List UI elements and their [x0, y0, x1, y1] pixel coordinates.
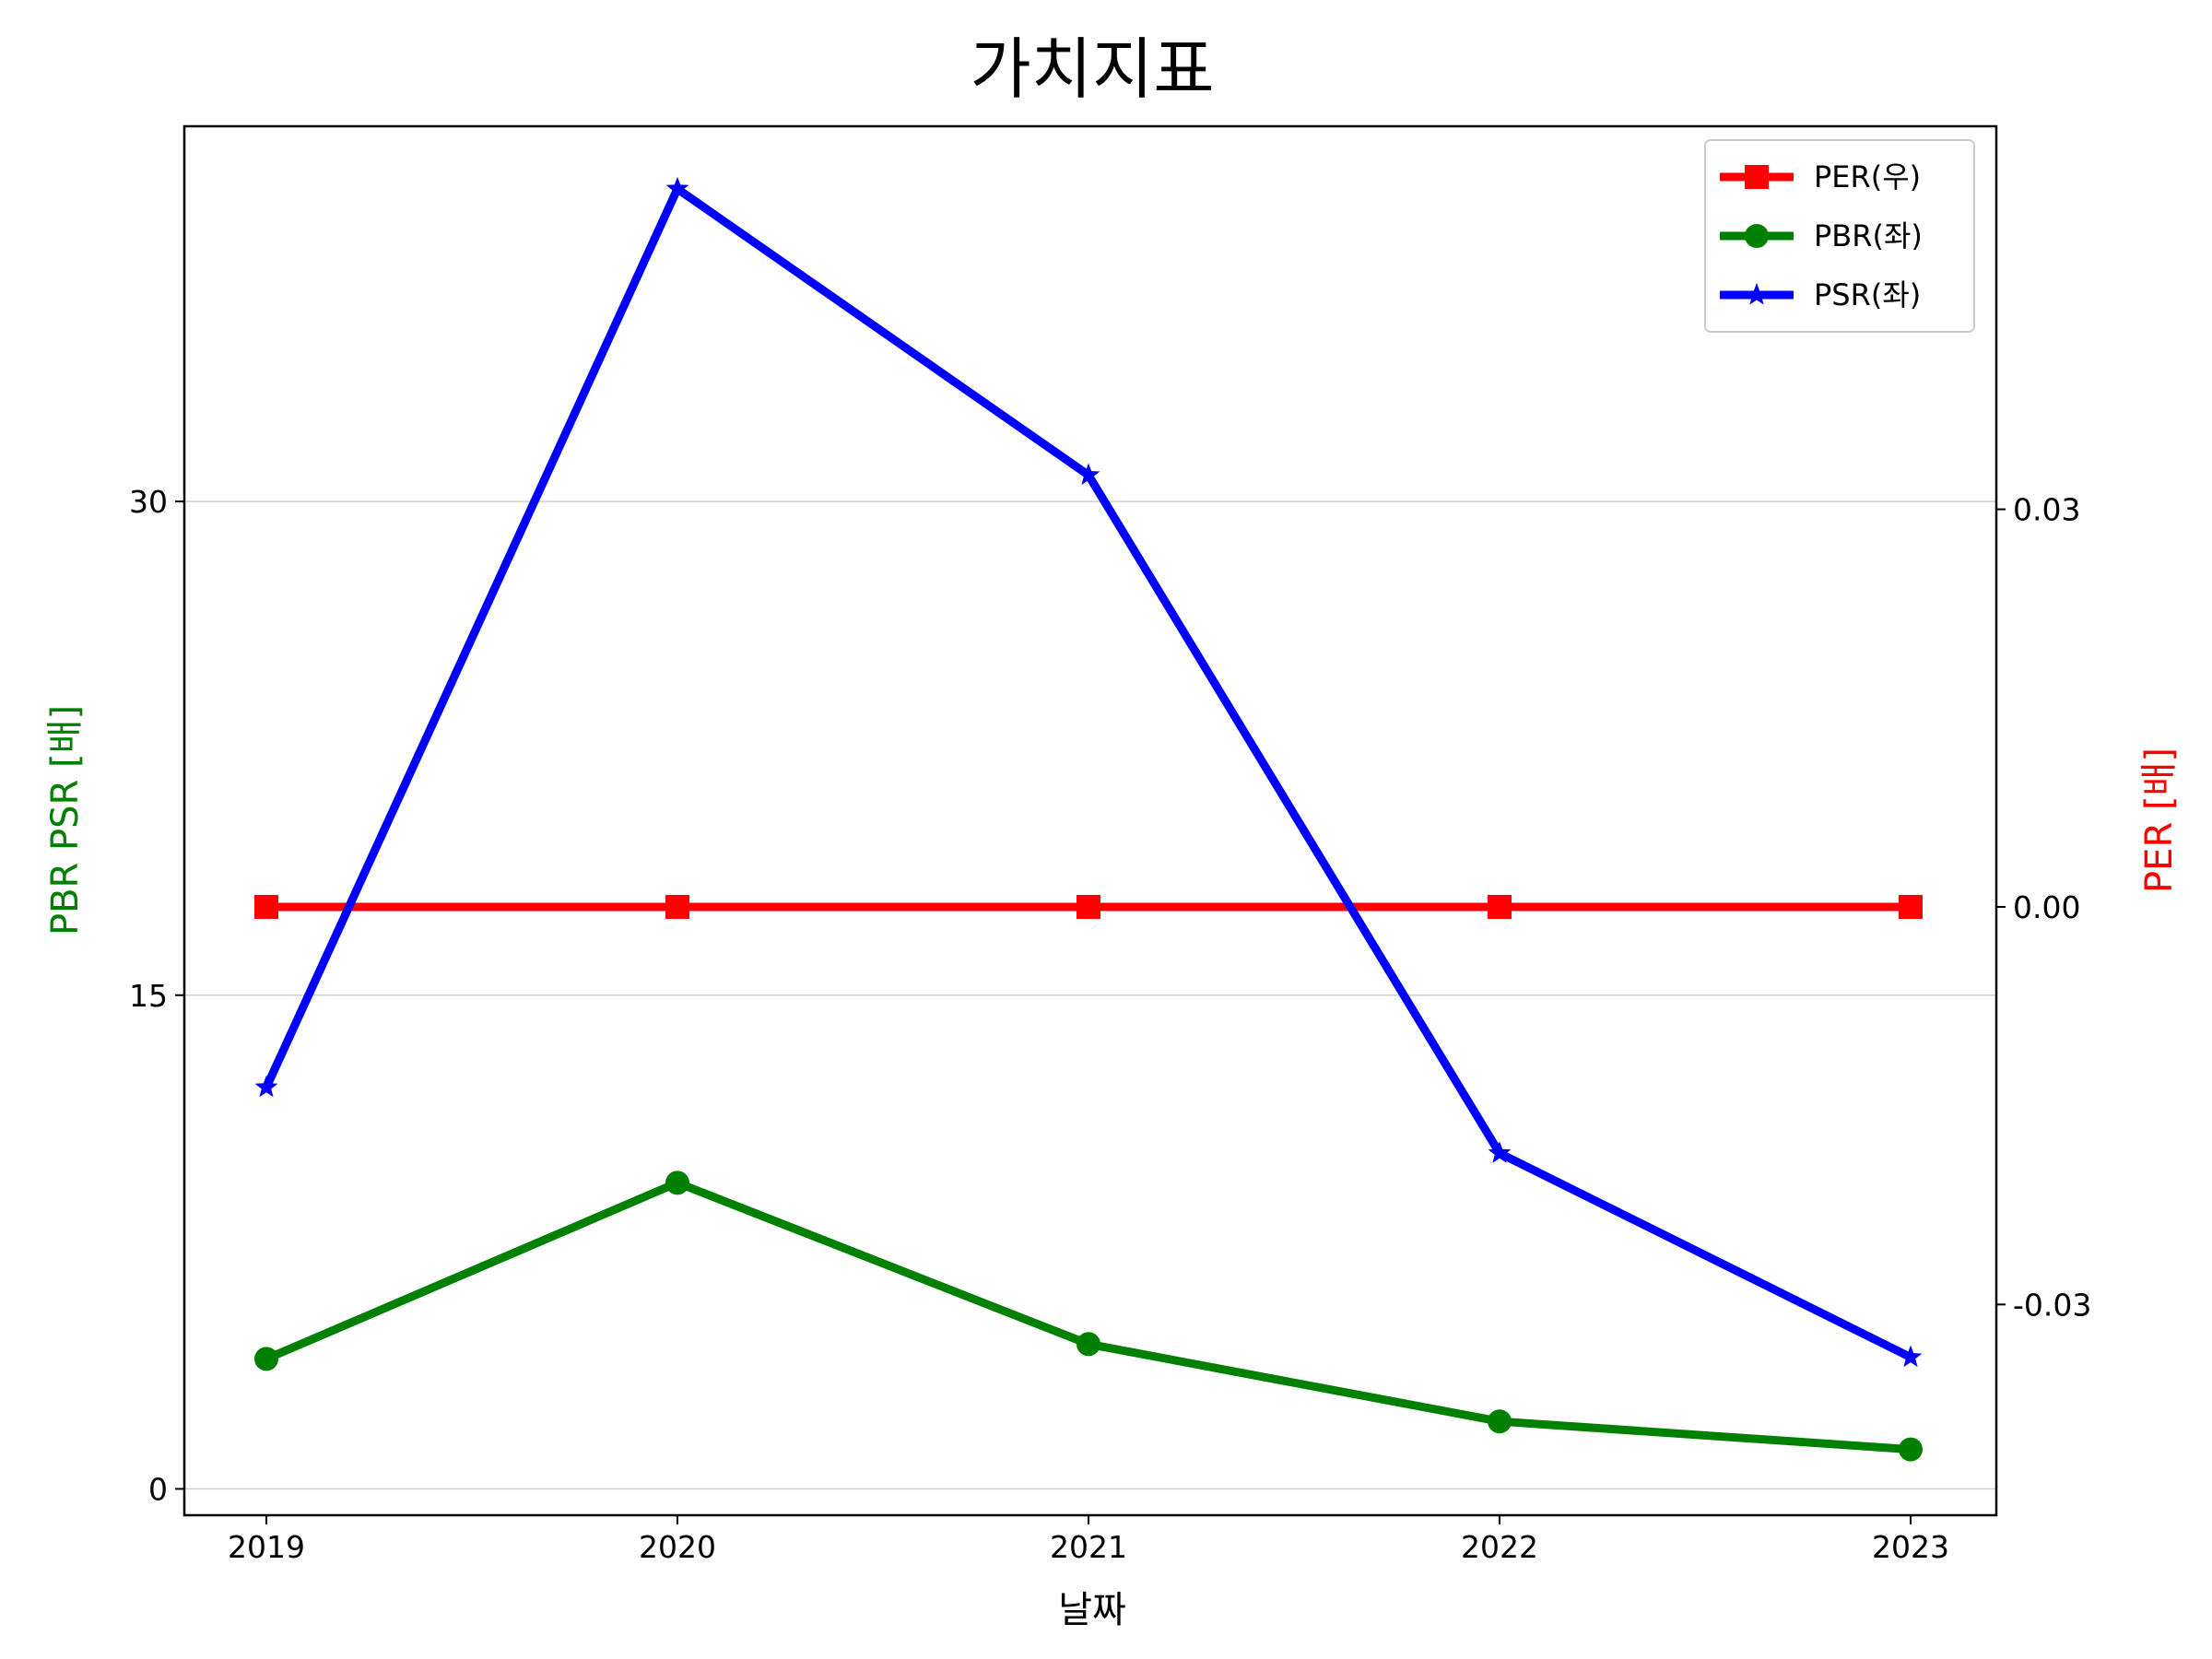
- x-tick-label: 2021: [1050, 1529, 1127, 1565]
- x-axis-label: 날짜: [1058, 1589, 1126, 1631]
- series-line: [262, 1178, 1915, 1454]
- data-point: [1077, 894, 1100, 919]
- y-tick-label-right: -0.03: [2013, 1287, 2091, 1323]
- data-point: [1899, 1345, 1923, 1368]
- x-tick-label: 2019: [228, 1529, 305, 1565]
- legend: PER(우) PBR(좌) PSR(좌): [1704, 139, 1975, 333]
- data-point: [1077, 1332, 1100, 1357]
- y-axis-left: 0 15 30: [129, 484, 184, 1507]
- x-tick-label: 2020: [639, 1529, 716, 1565]
- y-tick-label-left: 0: [148, 1471, 168, 1507]
- x-tick-label: 2023: [1872, 1529, 1949, 1565]
- chart-title: 가치지표: [971, 30, 1215, 108]
- legend-entry: PER(우): [1720, 159, 1921, 194]
- legend-label: PSR(좌): [1814, 277, 1921, 312]
- y-axis-right: -0.03 0.00 0.03: [1996, 492, 2091, 1323]
- data-point: [1488, 1409, 1512, 1434]
- x-tick-label: 2022: [1461, 1529, 1538, 1565]
- plot-frame: [182, 124, 1998, 1517]
- data-point: [254, 894, 278, 919]
- y-tick-label-right: 0.03: [2013, 492, 2080, 528]
- y-axis-label-right: PER [배]: [2138, 747, 2181, 893]
- data-point: [1899, 1437, 1923, 1462]
- data-point: [665, 1171, 689, 1195]
- legend-marker: [1745, 165, 1769, 189]
- legend-entry: PSR(좌): [1720, 277, 1921, 312]
- data-point: [1077, 463, 1100, 486]
- data-point: [254, 1347, 278, 1371]
- legend-marker: [1745, 283, 1769, 305]
- series-0: [254, 894, 1923, 919]
- y-tick-label-left: 30: [129, 484, 168, 520]
- series-layer: [254, 176, 1923, 1462]
- series-2: [254, 176, 1923, 1368]
- x-axis: 2019 2020 2021 2022 2023: [228, 1515, 1949, 1565]
- legend-label: PER(우): [1814, 159, 1921, 194]
- data-point: [1488, 1141, 1512, 1163]
- data-point: [254, 1075, 278, 1098]
- series-line: [262, 184, 1915, 1362]
- legend-box: [1704, 139, 1975, 333]
- legend-marker: [1745, 224, 1769, 248]
- y-tick-label-left: 15: [129, 978, 168, 1014]
- grid: [184, 500, 1996, 1490]
- series-1: [254, 1171, 1923, 1462]
- data-point: [1488, 894, 1512, 919]
- y-axis-label-left: PBR PSR [배]: [44, 705, 87, 935]
- data-point: [665, 894, 689, 919]
- legend-label: PBR(좌): [1814, 218, 1923, 253]
- legend-entry: PBR(좌): [1720, 218, 1923, 253]
- data-point: [665, 176, 689, 199]
- y-tick-label-right: 0.00: [2013, 889, 2080, 925]
- data-point: [1899, 894, 1923, 919]
